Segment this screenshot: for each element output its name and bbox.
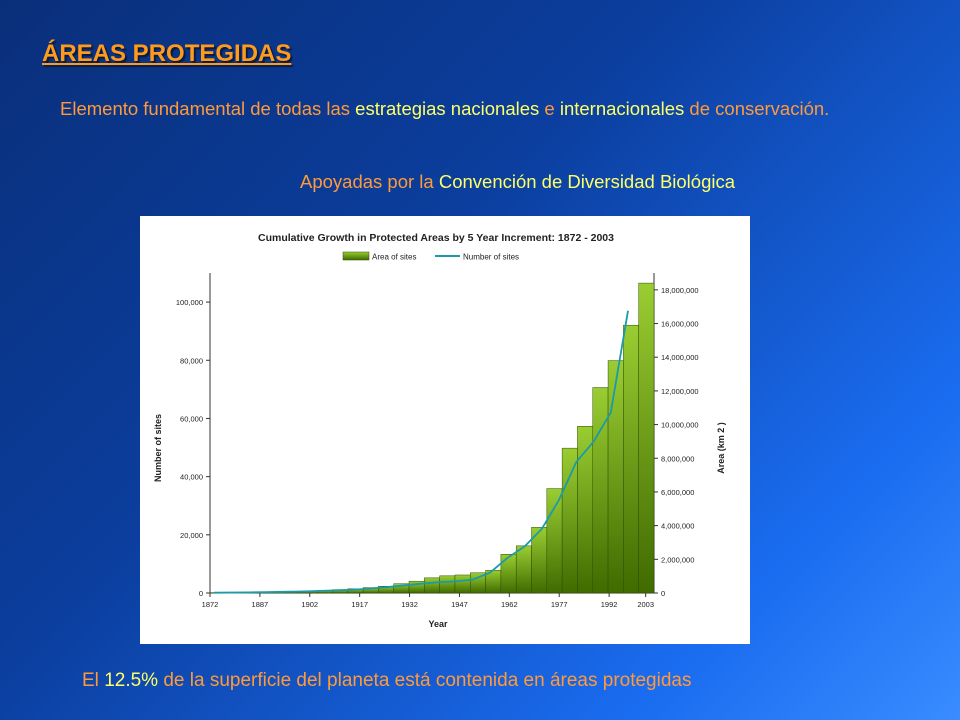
intro-paragraph: Elemento fundamental de todas las estrat…: [60, 96, 865, 122]
x-axis-label: Year: [428, 619, 448, 629]
y-right-tick-label: 6,000,000: [661, 488, 694, 497]
x-tick-label: 1887: [252, 600, 269, 609]
intro-text-2: e: [539, 98, 560, 119]
y-axis-right-label: Area (km 2 ): [716, 422, 726, 474]
y-left-tick-label: 0: [199, 589, 203, 598]
area-bar: [561, 447, 578, 594]
y-right-tick-label: 10,000,000: [661, 421, 699, 430]
y-left-tick-label: 60,000: [180, 414, 203, 423]
x-tick-label: 1932: [401, 600, 418, 609]
support-highlight: Convención de Diversidad Biológica: [438, 171, 736, 192]
chart-legend: Area of sites Number of sites: [342, 251, 519, 262]
chart-title: Cumulative Growth in Protected Areas by …: [258, 232, 614, 244]
area-bar: [439, 575, 456, 594]
chart-panel: Cumulative Growth in Protected Areas by …: [140, 216, 750, 644]
footer-text-2: de la superficie del planeta está conten…: [158, 670, 692, 691]
x-tick-label: 2003: [637, 600, 654, 609]
x-tick-label: 1962: [501, 600, 518, 609]
area-bar: [515, 545, 532, 594]
area-bar: [546, 488, 563, 594]
legend-bar-swatch: [342, 251, 370, 261]
y-right-tick-label: 8,000,000: [661, 454, 694, 463]
growth-chart: Cumulative Growth in Protected Areas by …: [153, 232, 726, 629]
area-bar: [454, 574, 471, 594]
y-right-tick-label: 14,000,000: [661, 353, 699, 362]
x-tick-label: 1917: [351, 600, 368, 609]
slide-title: ÁREAS PROTEGIDAS: [42, 40, 292, 67]
x-tick-label: 1992: [601, 600, 618, 609]
area-bar: [500, 554, 517, 594]
support-text: Apoyadas por la: [300, 171, 439, 192]
area-bar: [592, 387, 609, 594]
x-tick-label: 1902: [301, 600, 318, 609]
legend-bar-label: Area of sites: [372, 253, 416, 262]
support-line: Apoyadas por la Convención de Diversidad…: [300, 171, 735, 193]
area-bar: [607, 360, 624, 594]
x-tick-label: 1947: [451, 600, 468, 609]
intro-highlight-international: internacionales: [559, 98, 685, 119]
y-right-tick-label: 2,000,000: [661, 555, 694, 564]
y-left-tick-label: 20,000: [180, 531, 203, 540]
area-bar: [424, 577, 440, 594]
intro-highlight-national: estrategias nacionales: [355, 98, 540, 119]
y-right-tick-label: 4,000,000: [661, 522, 694, 531]
footer-text-1: El: [82, 670, 105, 691]
y-right-tick-label: 16,000,000: [661, 320, 699, 329]
area-bar: [638, 282, 655, 594]
y-right-tick-label: 12,000,000: [661, 387, 699, 396]
bar-series: [209, 282, 655, 594]
y-left-tick-label: 40,000: [180, 473, 203, 482]
footer-line: El 12.5% de la superficie del planeta es…: [82, 670, 691, 692]
line-series: [213, 310, 629, 594]
intro-text-1: Elemento fundamental de todas las: [60, 98, 356, 119]
footer-highlight: 12.5%: [104, 670, 159, 691]
y-right-tick-label: 18,000,000: [661, 286, 699, 295]
x-tick-label: 1872: [202, 600, 219, 609]
area-bar: [623, 324, 639, 594]
y-left-tick-label: 100,000: [176, 298, 203, 307]
sites-line: [213, 310, 629, 594]
x-tick-label: 1977: [551, 600, 568, 609]
intro-text-3: de conservación.: [684, 98, 830, 119]
y-left-tick-label: 80,000: [180, 356, 203, 365]
y-axis-left-label: Number of sites: [153, 414, 163, 482]
y-right-tick-label: 0: [661, 589, 665, 598]
legend-line-label: Number of sites: [463, 253, 519, 262]
